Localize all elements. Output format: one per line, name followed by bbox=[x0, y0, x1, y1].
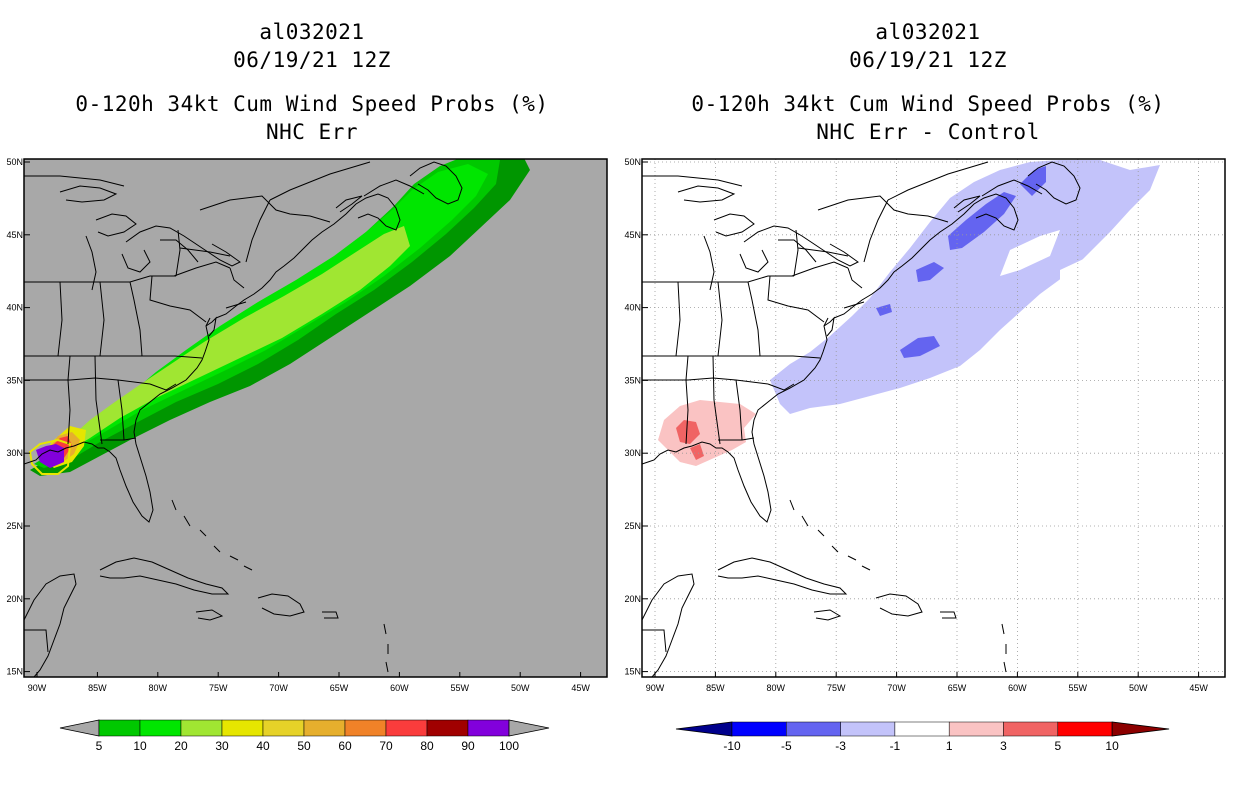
colorbar-swatch bbox=[262, 719, 305, 737]
lat-tick-label: 25N bbox=[624, 521, 641, 531]
right-title-experiment: NHC Err - Control bbox=[816, 120, 1040, 144]
lat-tick-label: 20N bbox=[624, 594, 641, 604]
colorbar-label: 20 bbox=[174, 739, 188, 753]
lon-tick-label: 90W bbox=[28, 683, 47, 693]
lon-tick-label: 45W bbox=[1189, 683, 1208, 693]
lat-tick-label: 45N bbox=[6, 230, 23, 240]
right-colorbar: -10 -5 -3 -1 1 3 5 10 bbox=[675, 721, 1170, 753]
colorbar-label: 3 bbox=[1000, 739, 1007, 753]
right-map: 90W 85W 80W 75W 70W 65W 60W 55W 50W 45W 50N 45N 40N 3… bbox=[624, 157, 1226, 693]
lon-tick-label: 65W bbox=[330, 683, 349, 693]
lon-tick-label: 85W bbox=[706, 683, 725, 693]
lat-tick-label: 40N bbox=[6, 303, 23, 313]
lon-tick-label: 60W bbox=[1008, 683, 1027, 693]
colorbar-label: 50 bbox=[297, 739, 311, 753]
left-colorbar: 5 10 20 30 40 50 60 70 80 90 100 bbox=[59, 719, 550, 753]
colorbar-swatch bbox=[948, 721, 1004, 737]
lat-tick-label: 30N bbox=[6, 448, 23, 458]
colorbar-label: 80 bbox=[420, 739, 434, 753]
colorbar-high-arrow bbox=[1111, 721, 1170, 737]
lon-tick-label: 55W bbox=[451, 683, 470, 693]
colorbar-swatch bbox=[426, 719, 469, 737]
lat-tick-label: 50N bbox=[6, 157, 23, 167]
colorbar-swatch bbox=[139, 719, 182, 737]
colorbar-swatch bbox=[1003, 721, 1059, 737]
right-title-product: 0-120h 34kt Cum Wind Speed Probs (%) bbox=[691, 92, 1165, 116]
colorbar-swatch bbox=[385, 719, 428, 737]
right-title-storm-id: al032021 bbox=[875, 20, 981, 44]
colorbar-label: 90 bbox=[461, 739, 475, 753]
lat-tick-label: 35N bbox=[6, 375, 23, 385]
colorbar-swatch bbox=[303, 719, 346, 737]
colorbar-label: 70 bbox=[379, 739, 393, 753]
colorbar-swatch bbox=[786, 721, 841, 737]
lon-tick-label: 75W bbox=[209, 683, 228, 693]
colorbar-low-arrow bbox=[675, 721, 733, 737]
colorbar-swatch bbox=[894, 721, 950, 737]
colorbar-swatch bbox=[731, 721, 787, 737]
colorbar-swatch bbox=[221, 719, 264, 737]
right-map-frame bbox=[641, 158, 1226, 678]
left-map: 90W 85W 80W 75W 70W 65W 60W 55W 50W 45W 50N 45N 40N 3… bbox=[6, 157, 608, 693]
colorbar-label: 30 bbox=[215, 739, 229, 753]
left-map-frame bbox=[23, 158, 608, 678]
lon-tick-label: 50W bbox=[1129, 683, 1148, 693]
lon-tick-label: 45W bbox=[571, 683, 590, 693]
lon-tick-label: 85W bbox=[88, 683, 107, 693]
lat-tick-label: 40N bbox=[624, 303, 641, 313]
colorbar-label: -3 bbox=[835, 739, 846, 753]
lon-tick-label: 70W bbox=[269, 683, 288, 693]
lon-tick-label: 70W bbox=[887, 683, 906, 693]
lon-tick-label: 90W bbox=[646, 683, 665, 693]
lat-tick-label: 45N bbox=[624, 230, 641, 240]
colorbar-label: 10 bbox=[133, 739, 147, 753]
lat-tick-label: 25N bbox=[6, 521, 23, 531]
lon-tick-label: 50W bbox=[511, 683, 530, 693]
left-title-datetime: 06/19/21 12Z bbox=[233, 48, 391, 72]
colorbar-swatch bbox=[1057, 721, 1113, 737]
lat-tick-label: 20N bbox=[6, 594, 23, 604]
colorbar-label: -1 bbox=[890, 739, 901, 753]
right-lat-lon-ticks: 90W 85W 80W 75W 70W 65W 60W 55W 50W 45W 50N 45N 40N 3… bbox=[624, 157, 1208, 693]
colorbar-label: -10 bbox=[723, 739, 741, 753]
lat-tick-label: 35N bbox=[624, 375, 641, 385]
colorbar-swatch bbox=[180, 719, 223, 737]
lon-tick-label: 65W bbox=[948, 683, 967, 693]
colorbar-label: 5 bbox=[1054, 739, 1061, 753]
colorbar-swatch bbox=[344, 719, 387, 737]
colorbar-high-arrow bbox=[508, 719, 550, 737]
lat-tick-label: 50N bbox=[624, 157, 641, 167]
lon-tick-label: 75W bbox=[827, 683, 846, 693]
left-title-product: 0-120h 34kt Cum Wind Speed Probs (%) bbox=[75, 92, 549, 116]
colorbar-swatch bbox=[467, 719, 510, 737]
lon-tick-label: 80W bbox=[767, 683, 786, 693]
colorbar-label: 5 bbox=[96, 739, 103, 753]
lat-tick-label: 15N bbox=[6, 667, 23, 677]
colorbar-swatch bbox=[840, 721, 896, 737]
colorbar-label: 1 bbox=[946, 739, 953, 753]
left-title-storm-id: al032021 bbox=[259, 20, 365, 44]
right-title-datetime: 06/19/21 12Z bbox=[849, 48, 1007, 72]
colorbar-label: 10 bbox=[1105, 739, 1119, 753]
lon-tick-label: 80W bbox=[149, 683, 168, 693]
lat-tick-label: 15N bbox=[624, 667, 641, 677]
colorbar-label: -5 bbox=[781, 739, 792, 753]
colorbar-label: 100 bbox=[499, 739, 519, 753]
colorbar-swatch bbox=[98, 719, 141, 737]
left-title-experiment: NHC Err bbox=[265, 120, 358, 144]
colorbar-low-arrow bbox=[59, 719, 100, 737]
lon-tick-label: 60W bbox=[390, 683, 409, 693]
left-lat-lon-ticks: 90W 85W 80W 75W 70W 65W 60W 55W 50W 45W 50N 45N 40N 3… bbox=[6, 157, 590, 693]
lon-tick-label: 55W bbox=[1069, 683, 1088, 693]
colorbar-label: 40 bbox=[256, 739, 270, 753]
colorbar-label: 60 bbox=[338, 739, 352, 753]
lat-tick-label: 30N bbox=[624, 448, 641, 458]
